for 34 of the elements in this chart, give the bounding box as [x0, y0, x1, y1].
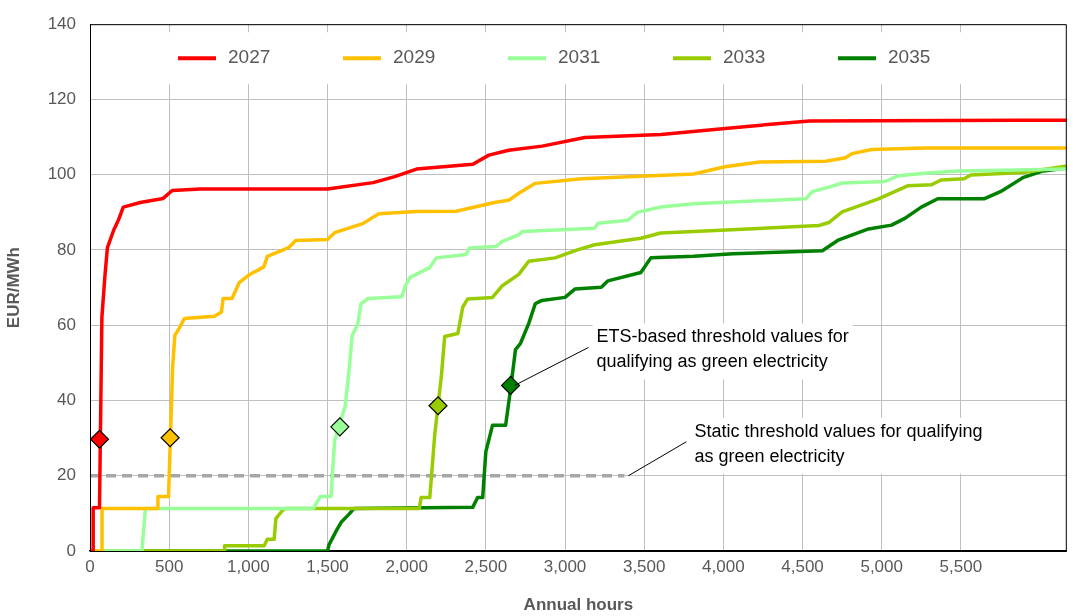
x-axis-title: Annual hours	[523, 595, 634, 615]
x-tick-label: 0	[85, 556, 95, 576]
x-tick-label: 500	[154, 556, 184, 576]
point	[90, 429, 110, 449]
point	[428, 396, 448, 416]
legend-label: 2033	[723, 46, 766, 68]
y-tick-label: 60	[57, 314, 76, 334]
x-tick-label: 2,000	[385, 556, 428, 576]
legend-label: 2027	[228, 46, 271, 68]
x-tick-label: 3,000	[543, 556, 587, 576]
x-tick-label: 1,500	[306, 556, 349, 576]
x-tick-label: 3,500	[622, 556, 666, 576]
y-tick-label: 100	[47, 164, 76, 184]
point	[330, 417, 350, 437]
point	[160, 428, 180, 448]
annotation: Static threshold values for qualifying as green electricity	[694, 420, 983, 466]
y-tick-label: 40	[57, 390, 76, 410]
x-tick-label: 5,000	[860, 556, 903, 576]
point	[500, 375, 521, 396]
legend-label: 2031	[558, 46, 601, 68]
y-tick-label: 140	[47, 13, 76, 33]
y-tick-label: 80	[57, 239, 76, 259]
x-tick-label: 2,500	[464, 556, 508, 576]
y-tick-label: 20	[57, 465, 76, 485]
x-tick-label: 4,500	[781, 556, 824, 576]
x-tick-label: 1,000	[227, 556, 270, 576]
y-tick-label: 120	[47, 89, 76, 109]
x-tick-label: 4,000	[702, 556, 745, 576]
annotation: ETS-based threshold values for qualifying as green electricity	[596, 326, 849, 372]
legend-label: 2035	[888, 46, 931, 68]
x-tick-label: 5,500	[939, 556, 983, 576]
y-tick-label: 0	[66, 540, 76, 560]
y-axis-title: EUR/MWh	[3, 246, 23, 329]
legend-label: 2029	[393, 46, 436, 68]
